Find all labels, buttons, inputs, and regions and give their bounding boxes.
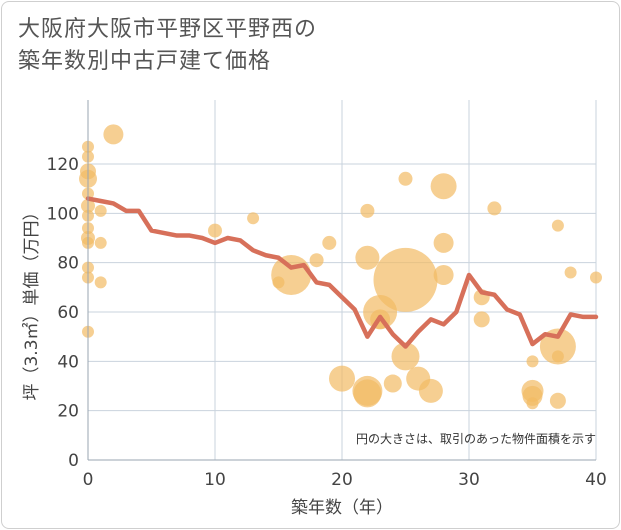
bubble-point xyxy=(398,171,413,186)
bubble-point xyxy=(391,342,420,371)
bubble-point xyxy=(360,203,375,218)
y-axis-label: 坪（3.3㎡）単価（万円） xyxy=(22,203,42,400)
bubble-point xyxy=(590,271,602,284)
x-tick-label: 10 xyxy=(204,470,226,490)
bubble-point xyxy=(433,232,454,253)
bubble-point xyxy=(373,247,438,312)
grid-lines xyxy=(87,100,597,461)
x-tick-label: 40 xyxy=(585,470,607,490)
trend-line xyxy=(85,196,599,349)
bubble-point xyxy=(103,124,124,145)
y-tick-label: 60 xyxy=(57,303,79,323)
x-axis-label: 築年数（年） xyxy=(291,498,393,518)
bubble-point xyxy=(353,379,382,408)
bubble-point xyxy=(355,245,380,270)
bubble-point xyxy=(564,266,577,279)
x-tick-label: 20 xyxy=(331,470,353,490)
price-trend xyxy=(85,196,599,349)
bubble-point xyxy=(322,235,337,250)
title-line-2: 築年数別中古戸建て価格 xyxy=(18,49,272,74)
bubble-point xyxy=(94,204,107,217)
bubble-point xyxy=(433,265,454,285)
y-tick-label: 20 xyxy=(57,402,79,422)
bubble-point xyxy=(526,355,539,368)
size-note: 円の大きさは、取引のあった物件面積を示す xyxy=(356,431,596,446)
bubble-point xyxy=(551,350,564,363)
x-tick-label: 30 xyxy=(458,470,480,490)
bubble-point xyxy=(247,212,260,225)
bubble-point xyxy=(430,173,457,200)
x-tick-label: 0 xyxy=(83,470,94,490)
y-tick-label: 120 xyxy=(47,155,79,175)
bubble-point xyxy=(487,201,502,216)
bubble-series xyxy=(79,124,602,410)
chart-title: 大阪府大阪市平野区平野西の 築年数別中古戸建て価格 xyxy=(18,14,317,78)
bubble-point xyxy=(526,397,539,410)
y-tick-label: 0 xyxy=(68,451,79,471)
bubble-point xyxy=(549,392,566,409)
y-tick-label: 100 xyxy=(47,204,79,224)
y-tick-label: 40 xyxy=(57,352,79,372)
bubble-point xyxy=(208,223,222,238)
bubble-point xyxy=(551,219,564,232)
axes: 0 20 40 60 80 100 120 0 10 20 30 40 xyxy=(47,100,607,490)
bubble-point xyxy=(473,311,490,328)
bubble-point xyxy=(383,374,402,393)
bubble-point xyxy=(539,328,576,365)
bubble-point xyxy=(94,236,107,249)
bubble-point xyxy=(418,378,443,403)
title-line-1: 大阪府大阪市平野区平野西の xyxy=(18,17,318,42)
bubble-point xyxy=(94,276,107,289)
bubble-point xyxy=(309,253,324,268)
bubble-point xyxy=(329,365,355,392)
y-tick-label: 80 xyxy=(57,254,79,274)
bubble-point xyxy=(271,255,312,295)
